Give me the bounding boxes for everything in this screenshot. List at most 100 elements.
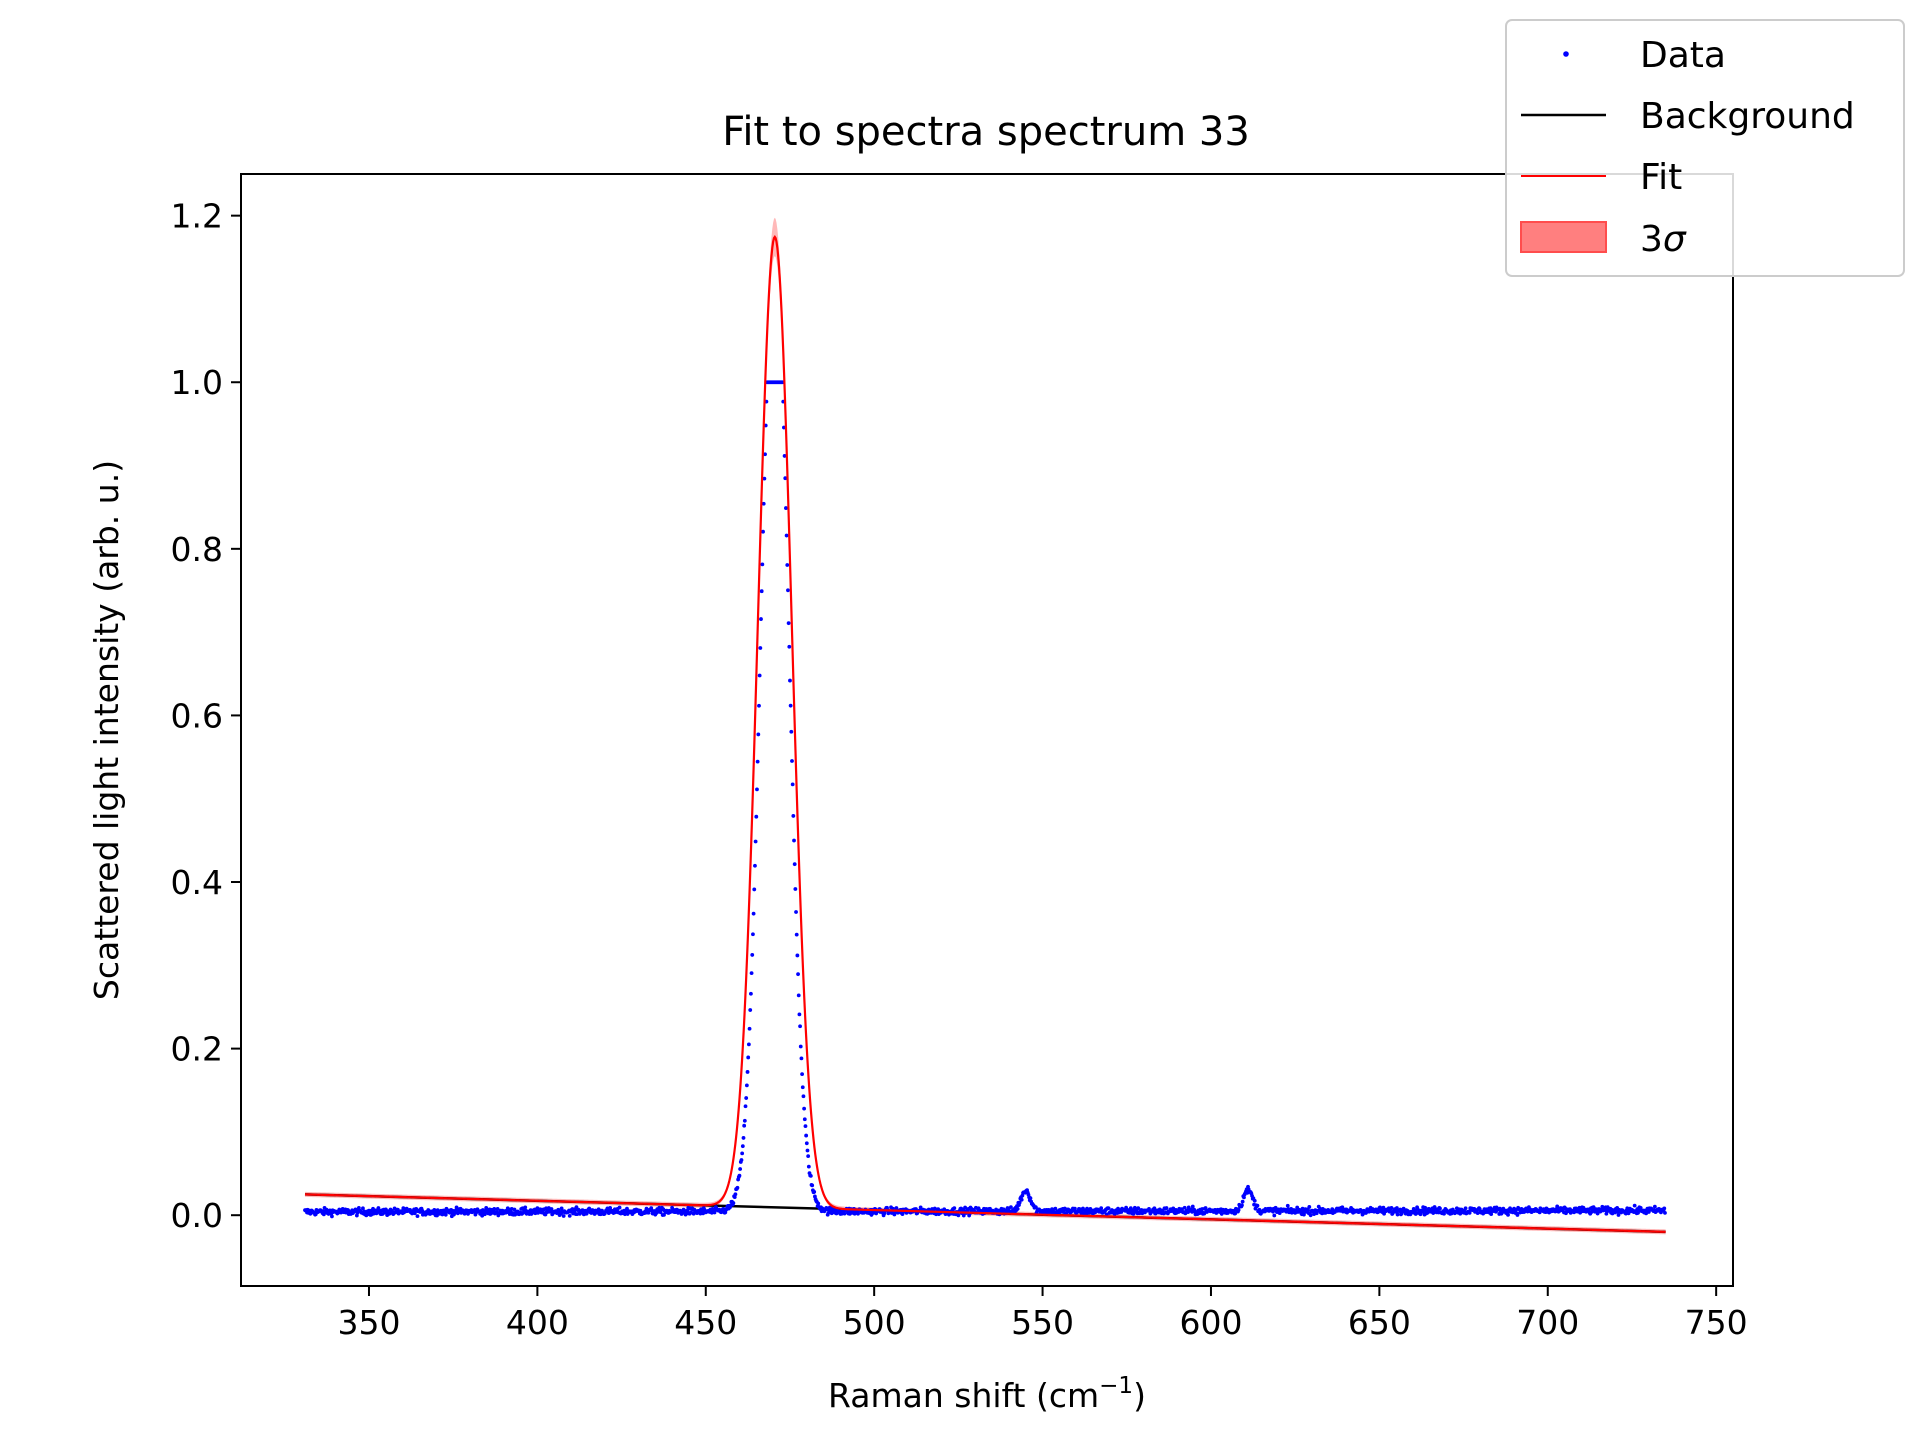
data-point <box>512 1207 517 1212</box>
data-point <box>1053 1206 1058 1211</box>
data-point <box>791 814 796 818</box>
x-axis-label-end: ) <box>1133 1376 1146 1415</box>
data-point <box>740 1151 745 1156</box>
data-point <box>492 1207 497 1211</box>
plot-area <box>303 217 1667 1235</box>
data-point <box>794 910 798 914</box>
y-tick-label: 0.6 <box>171 696 223 735</box>
data-point <box>842 1211 847 1216</box>
data-point <box>1236 1208 1241 1212</box>
data-point <box>330 1214 334 1219</box>
data-point <box>793 887 798 891</box>
data-point <box>443 1212 448 1217</box>
data-point <box>1240 1199 1245 1204</box>
data-point <box>810 1183 815 1188</box>
data-point <box>1421 1208 1426 1213</box>
data-point <box>1302 1212 1306 1217</box>
data-point <box>762 476 767 481</box>
data-point <box>744 1096 749 1100</box>
data-point <box>792 838 796 843</box>
band-layer <box>304 217 1666 1235</box>
data-point <box>1019 1197 1024 1202</box>
y-axis-label: Scattered light intensity (arb. u.) <box>87 460 126 1000</box>
data-point <box>761 501 766 506</box>
data-point <box>740 1144 745 1149</box>
data-point <box>1017 1200 1022 1205</box>
data-point <box>783 476 788 481</box>
data-point <box>1015 1206 1020 1211</box>
data-point <box>755 759 760 764</box>
data-point <box>1467 1210 1472 1215</box>
data-point <box>1489 1212 1494 1217</box>
x-axis-label-main: Raman shift (cm <box>828 1376 1099 1415</box>
data-point <box>742 1123 747 1128</box>
data-point <box>1009 1205 1013 1210</box>
x-tick-label: 400 <box>506 1303 569 1342</box>
data-point <box>795 953 800 958</box>
data-point <box>1340 1205 1345 1210</box>
legend-data-marker <box>1563 51 1569 57</box>
data-point <box>1182 1205 1187 1210</box>
data-point <box>803 1124 808 1129</box>
data-point <box>802 1117 807 1122</box>
data-point <box>1506 1212 1510 1217</box>
legend: Data Background Fit 3σ <box>1505 19 1905 277</box>
data-point <box>658 1210 663 1215</box>
data-point <box>784 533 789 538</box>
data-point <box>801 1094 806 1099</box>
data-point <box>788 703 793 708</box>
data-point <box>759 617 763 621</box>
x-axis-label-superscript: −1 <box>1099 1373 1133 1399</box>
data-point <box>786 621 791 626</box>
data-point <box>1164 1206 1169 1210</box>
data-point <box>746 1042 751 1047</box>
x-tick-label: 650 <box>1348 1303 1411 1342</box>
data-point <box>806 1154 811 1159</box>
data-point <box>812 1190 817 1194</box>
y-tick-label: 0.4 <box>171 863 223 902</box>
data-point <box>751 932 755 937</box>
data-point <box>797 1012 802 1017</box>
data-point <box>956 1213 961 1218</box>
data-point <box>784 506 788 510</box>
data-point <box>750 953 755 957</box>
data-point <box>892 1212 897 1217</box>
data-point <box>1285 1203 1290 1208</box>
data-point <box>745 1070 750 1074</box>
data-point <box>760 562 765 567</box>
data-point <box>748 1008 753 1012</box>
data-point <box>798 1044 803 1049</box>
axes-frame <box>240 173 1734 1287</box>
data-point <box>749 971 754 975</box>
data-point <box>747 1026 752 1031</box>
data-point <box>744 1083 749 1088</box>
data-point <box>856 1211 860 1216</box>
fit-layer <box>304 234 1666 1233</box>
data-point <box>1190 1204 1195 1209</box>
legend-label-data: Data <box>1640 35 1726 76</box>
y-tick-label: 1.2 <box>171 197 223 236</box>
data-point <box>415 1214 420 1219</box>
y-tick-label: 0.0 <box>171 1196 223 1235</box>
data-point <box>800 1085 805 1090</box>
data-point <box>741 1136 746 1140</box>
data-point <box>1242 1195 1246 1200</box>
data-point <box>1252 1198 1257 1203</box>
data-point <box>549 1207 554 1211</box>
data-point <box>1652 1204 1657 1209</box>
data-point <box>804 1133 809 1138</box>
legend-box <box>1505 19 1905 277</box>
data-point <box>454 1205 459 1210</box>
data-point <box>1519 1206 1524 1211</box>
fit-line <box>304 234 1666 1233</box>
data-point <box>963 1205 968 1210</box>
data-point <box>1308 1213 1313 1218</box>
data-point <box>796 972 800 977</box>
x-axis-label: Raman shift (cm−1) <box>828 1373 1146 1415</box>
data-point <box>787 644 792 649</box>
data-point <box>1378 1205 1382 1210</box>
data-point <box>361 1206 365 1211</box>
data-point <box>1395 1212 1400 1217</box>
data-point <box>731 1201 736 1205</box>
